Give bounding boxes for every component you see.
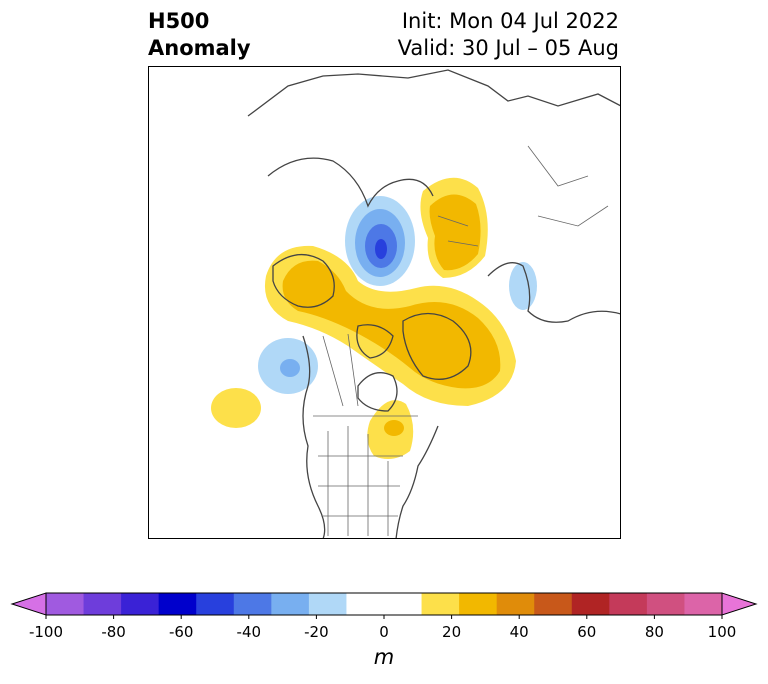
colorbar-cell: [308, 593, 347, 615]
anomaly-map: [148, 66, 621, 539]
colorbar-tick-label: -60: [168, 623, 194, 641]
siberia-coast: [267, 157, 434, 208]
colorbar-cells: [10, 592, 758, 616]
colorbar-cell: [46, 593, 85, 615]
colorbar-tick-label: 40: [509, 623, 529, 641]
asia-borders: [527, 145, 609, 227]
alaska-coast: [272, 254, 335, 308]
colorbar-cell: [233, 593, 272, 615]
map-title-right: Init: Mon 04 Jul 2022 Valid: 30 Jul – 05…: [398, 8, 619, 62]
colorbar-cell: [534, 593, 573, 615]
colorbar: [10, 592, 758, 619]
colorbar-cell: [384, 593, 423, 615]
valid-range: Valid: 30 Jul – 05 Aug: [397, 36, 619, 60]
colorbar-tick-label: 80: [644, 623, 664, 641]
colorbar-tick-label: -40: [236, 623, 262, 641]
arctic-ridge-inner: [282, 260, 501, 389]
siberia-low: [509, 262, 537, 310]
colorbar-cell: [646, 593, 685, 615]
greenland: [402, 312, 472, 380]
colorbar-tick-label: 0: [379, 623, 389, 641]
us-state-borders-h: [318, 455, 403, 517]
colorbar-tick-label: -100: [28, 623, 64, 641]
init-date: Init: Mon 04 Jul 2022: [401, 9, 619, 33]
us-state-borders: [327, 426, 389, 536]
pacific-high: [211, 388, 261, 428]
field-name: H500: [148, 9, 210, 33]
colorbar-cell: [459, 593, 498, 615]
map-frame: [148, 66, 621, 539]
colorbar-cell: [609, 593, 648, 615]
field-type: Anomaly: [148, 36, 251, 60]
eurasia-north-coast: [247, 69, 621, 117]
colorbar-cell: [684, 593, 723, 615]
colorbar-cell: [271, 593, 310, 615]
arctic-islands: [356, 324, 394, 359]
colorbar-cell: [571, 593, 610, 615]
colorbar-tick-label: -80: [101, 623, 126, 641]
greatlakes-high-inner: [384, 420, 404, 436]
colorbar-extend-min: [10, 592, 47, 616]
colorbar-cell: [158, 593, 197, 615]
colorbar-extend-max: [721, 592, 758, 616]
colorbar-ticks: [45, 615, 723, 619]
na-west-coast: [302, 335, 326, 539]
colorbar-cell: [121, 593, 160, 615]
colorbar-tick-label: -20: [304, 623, 329, 641]
colorbar-tick-label: 60: [577, 623, 597, 641]
europe-high-inner: [429, 194, 481, 271]
coastlines: [247, 69, 621, 539]
borders: [313, 145, 609, 536]
colorbar-cell: [496, 593, 535, 615]
colorbar-cell: [421, 593, 460, 615]
colorbar-cell: [346, 593, 385, 615]
map-title-left: H500 Anomaly: [148, 8, 251, 62]
hudson-bay: [357, 372, 398, 412]
colorbar-tick-label: 100: [707, 623, 737, 641]
na-east-coast: [395, 425, 439, 539]
colorbar-unit: m: [373, 645, 395, 669]
anomaly-contours: [211, 177, 537, 460]
europe-borders: [437, 215, 479, 247]
colorbar-tick-label: 20: [442, 623, 462, 641]
europe-coast: [487, 262, 621, 323]
canada-province-borders: [322, 333, 359, 407]
colorbar-cell: [83, 593, 122, 615]
gulf-alaska-low-inner: [280, 359, 300, 377]
arctic-low-core: [375, 239, 387, 259]
colorbar-cell: [196, 593, 235, 615]
